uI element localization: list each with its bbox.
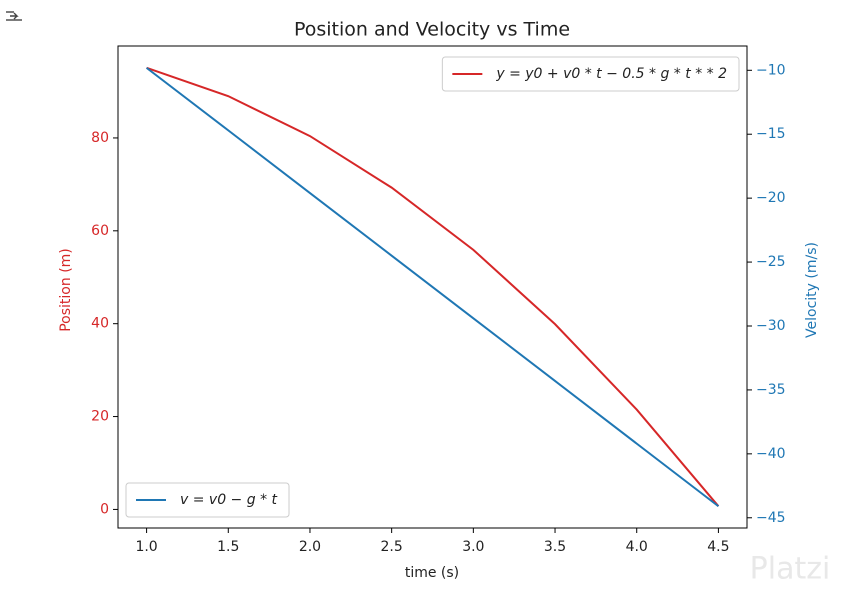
y2-tick-label: −30 — [756, 318, 786, 334]
y-tick-label: 0 — [100, 501, 109, 517]
legend: v = v0 − g * t — [125, 482, 290, 518]
x-tick-label: 3.0 — [462, 539, 484, 555]
legend-label: y = y0 + v0 * t − 0.5 * g * t * * 2 — [495, 66, 727, 82]
chart-title: Position and Velocity vs Time — [294, 19, 570, 41]
y-tick-label: 80 — [91, 130, 109, 146]
series-line — [146, 66, 720, 507]
legend: y = y0 + v0 * t − 0.5 * g * t * * 2 — [441, 56, 740, 92]
y2-tick-label: −40 — [756, 446, 786, 462]
y2-tick-label: −45 — [756, 510, 786, 526]
y-tick-label: 60 — [91, 223, 109, 239]
series-line — [145, 67, 720, 508]
y2-tick-label: −20 — [756, 190, 786, 206]
y2-tick-label: −35 — [756, 382, 786, 398]
menu-icon — [6, 11, 22, 21]
legend-label: v = v0 − g * t — [180, 492, 278, 508]
y2-tick-label: −25 — [756, 254, 786, 270]
x-tick-label: 2.0 — [299, 539, 321, 555]
legend-box — [125, 482, 290, 518]
y-tick-label: 40 — [91, 316, 109, 332]
y-tick-label: 20 — [91, 409, 109, 425]
watermark: Platzi — [750, 552, 831, 587]
y-axis-label: Position (m) — [58, 248, 74, 332]
plot-frame — [117, 45, 748, 529]
x-axis-label: time (s) — [405, 565, 459, 581]
x-tick-label: 3.5 — [544, 539, 566, 555]
x-tick-label: 1.5 — [217, 539, 239, 555]
x-tick-label: 2.5 — [381, 539, 403, 555]
y2-tick-label: −15 — [756, 126, 786, 142]
x-tick-label: 1.0 — [135, 539, 157, 555]
x-tick-label: 4.0 — [626, 539, 648, 555]
y2-axis-label: Velocity (m/s) — [804, 242, 820, 338]
legend-box — [441, 56, 740, 92]
y2-tick-label: −10 — [756, 62, 786, 78]
x-tick-label: 4.5 — [707, 539, 729, 555]
